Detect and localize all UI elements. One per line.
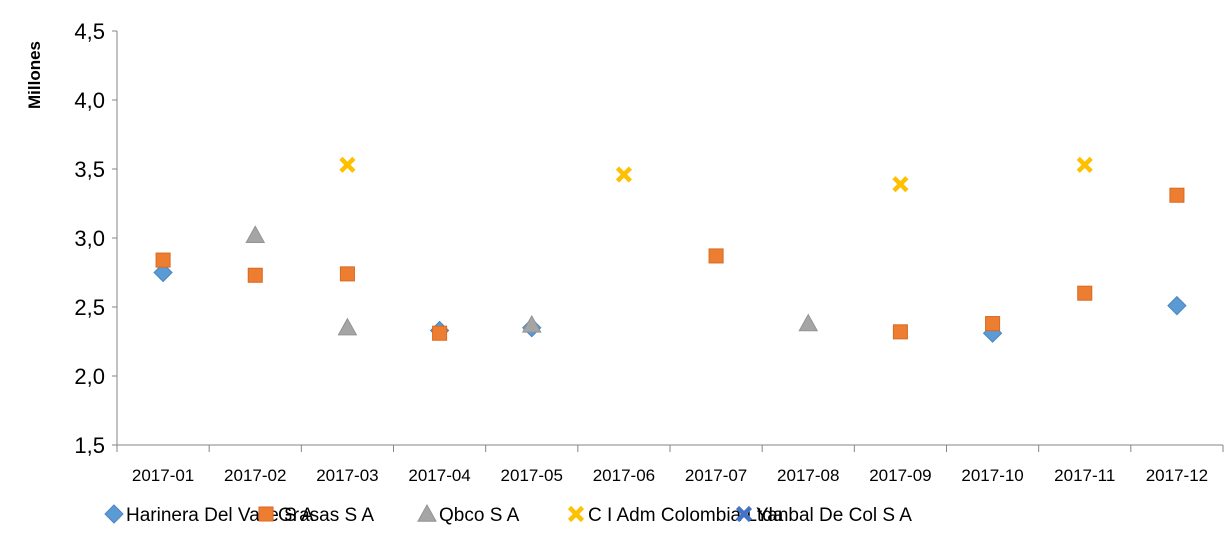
legend-item: Yanbal De Col S A [735, 505, 912, 526]
data-point [245, 225, 266, 243]
data-point [615, 166, 632, 183]
data-point [892, 324, 908, 340]
y-tick-label: 3,0 [74, 226, 105, 251]
data-point [339, 156, 356, 173]
data-point [1076, 156, 1093, 173]
legend-marker [735, 505, 753, 523]
y-tick-label: 1,5 [74, 433, 105, 458]
data-point [247, 267, 263, 283]
legend-item: Grasas S A [258, 505, 374, 526]
axes [112, 30, 1224, 452]
legend-item: C I Adm Colombia Ltda [567, 505, 784, 526]
legend-marker [417, 503, 437, 522]
data-point [1169, 187, 1185, 203]
legend-item: Qbco S A [417, 503, 520, 526]
data-point [155, 252, 171, 268]
data-point [521, 314, 542, 333]
data-point [892, 176, 909, 193]
y-tick-label: 4,0 [74, 88, 105, 113]
data-point [985, 316, 1001, 332]
x-tick-label: 2017-05 [501, 466, 563, 485]
y-tick-label: 2,0 [74, 364, 105, 389]
x-tick-label: 2017-03 [316, 466, 378, 485]
y-axis-label: Millones [25, 41, 44, 109]
x-tick-label: 2017-09 [869, 466, 931, 485]
x-tick-label: 2017-04 [408, 466, 470, 485]
legend-marker [567, 505, 585, 523]
legend-marker [104, 504, 124, 524]
x-tick-labels: 2017-01 2017-02 2017-03 2017-04 2017-05 2017-… [132, 466, 1208, 485]
x-tick-label: 2017-02 [224, 466, 286, 485]
y-tick-label: 3,5 [74, 157, 105, 182]
data-point [153, 262, 173, 283]
x-tick-label: 2017-11 [1054, 466, 1115, 485]
y-tick-label: 4,5 [74, 19, 105, 44]
legend-label: Yanbal De Col S A [756, 505, 912, 526]
x-tick-label: 2017-08 [777, 466, 839, 485]
data-point [337, 317, 358, 336]
data-point [1167, 295, 1187, 316]
legend-label: Grasas S A [278, 505, 374, 526]
x-tick-label: 2017-01 [132, 466, 194, 485]
legend-marker [258, 506, 274, 522]
x-tick-label: 2017-10 [961, 466, 1023, 485]
legend-label: C I Adm Colombia Ltda [588, 505, 784, 526]
y-tick-label: 2,5 [74, 295, 105, 320]
data-point [432, 325, 448, 341]
data-point [339, 266, 355, 282]
data-point [1077, 285, 1093, 301]
data-point [798, 313, 819, 332]
x-tick-label: 2017-06 [593, 466, 655, 485]
y-tick-labels: 1,5 2,0 2,5 3,0 3,5 4,0 4,5 [74, 19, 105, 458]
legend-label: Qbco S A [439, 505, 520, 526]
data-points [153, 156, 1187, 343]
data-point [708, 248, 724, 264]
x-tick-label: 2017-12 [1146, 466, 1208, 485]
x-tick-label: 2017-07 [685, 466, 747, 485]
